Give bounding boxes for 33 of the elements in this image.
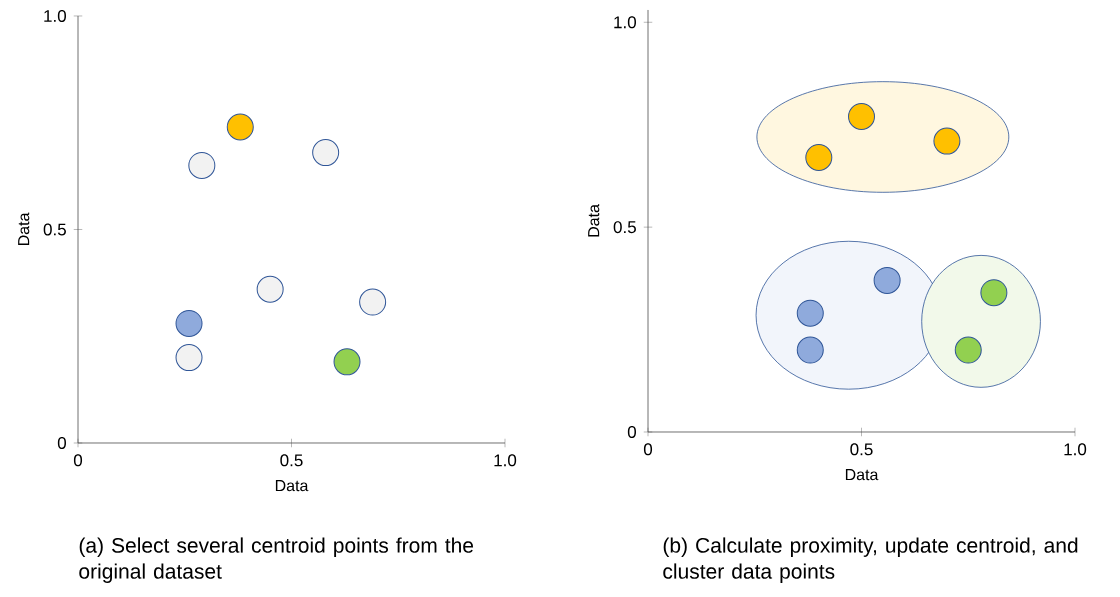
point xyxy=(873,266,901,294)
y-axis-title: Data xyxy=(18,212,30,246)
point xyxy=(359,288,387,316)
point xyxy=(226,113,254,141)
point xyxy=(933,127,961,155)
point xyxy=(848,103,875,131)
point xyxy=(796,299,824,327)
point xyxy=(312,139,340,167)
x-tick-label: 1.0 xyxy=(1064,443,1087,456)
text: (a) Select several centroid points from the original dataset xyxy=(79,537,474,583)
y-tick-label: 1.0 xyxy=(614,16,636,29)
point xyxy=(796,336,824,364)
y-tick-label: 1.0 xyxy=(44,9,66,22)
x-axis-title: Data xyxy=(275,480,309,492)
point xyxy=(954,336,982,364)
point xyxy=(175,344,203,372)
point xyxy=(188,151,216,179)
point xyxy=(256,275,284,303)
x-tick-label: 0.5 xyxy=(280,454,303,467)
x-tick-label: 0 xyxy=(73,454,83,467)
point xyxy=(175,309,203,337)
x-tick-label: 0 xyxy=(643,443,653,456)
x-axis-title: Data xyxy=(845,469,879,481)
x-tick-label: 0.5 xyxy=(850,443,873,456)
y-tick-label: 0.5 xyxy=(43,223,66,236)
x-tick-label: 1.0 xyxy=(494,454,517,467)
text: (b) Calculate proximity, update centroid, and cluster data points xyxy=(663,537,1078,583)
point xyxy=(980,279,1008,307)
point xyxy=(805,143,833,171)
y-tick-label: 0 xyxy=(627,425,636,438)
point xyxy=(333,348,361,376)
y-tick-label: 0.5 xyxy=(613,221,636,234)
y-axis-title: Data xyxy=(588,204,600,237)
